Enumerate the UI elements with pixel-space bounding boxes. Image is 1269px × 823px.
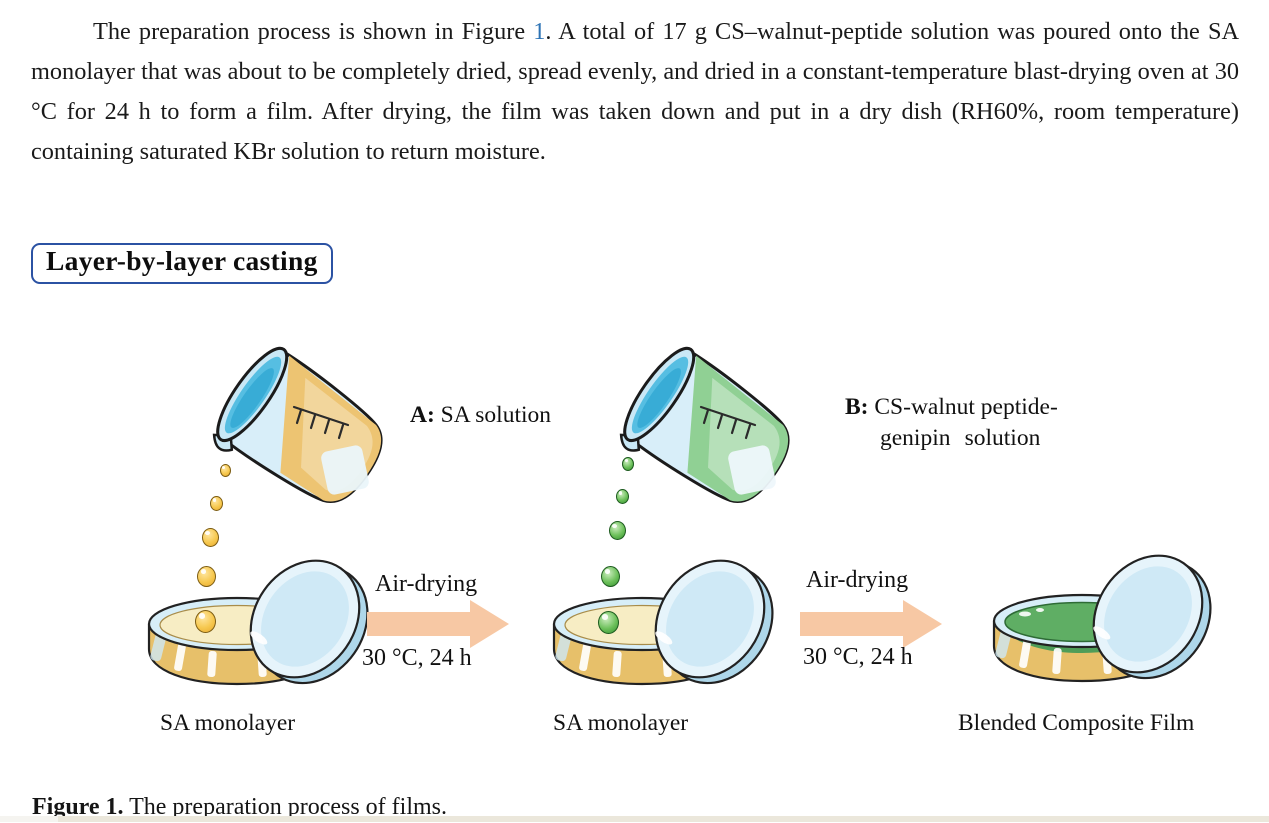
beaker-a-illustration [212, 346, 383, 503]
petri-dish-1-lid [249, 559, 369, 685]
figure-caption-text: The preparation process of films. [123, 794, 448, 820]
paragraph-text-before-link: The preparation process is shown in Figu… [93, 18, 534, 45]
process-arrow-1 [367, 600, 509, 648]
beaker-b-label-line2: genipin solution [880, 425, 1041, 451]
page-edge-strip [58, 816, 1269, 822]
green-drop [609, 521, 626, 540]
beaker-b-label-line1: B: CS-walnut peptide- [845, 394, 1058, 420]
figure-1-link[interactable]: 1 [533, 18, 546, 45]
beaker-a-graduations [292, 405, 350, 440]
arrow-2-top-label: Air-drying [806, 567, 909, 593]
yellow-drop [202, 528, 219, 547]
petri-dish-1-illustration [147, 559, 369, 686]
green-drop [622, 457, 634, 471]
figure-panel-title-box: Layer-by-layer casting [31, 243, 333, 284]
petri-dish-3-illustration [992, 554, 1212, 683]
arrow-1-top-label: Air-drying [375, 571, 478, 597]
petri-dish-3-lid [1092, 554, 1212, 680]
figure-caption-label: Figure 1. [32, 794, 124, 820]
yellow-drop [197, 566, 216, 587]
stage-caption-3: Blended Composite Film [958, 710, 1195, 736]
yellow-drop [195, 610, 216, 633]
beaker-a-label: A: SA solution [410, 402, 552, 428]
stage-caption-2: SA monolayer [553, 710, 689, 736]
beaker-b-illustration [619, 346, 790, 503]
figure-caption: Figure 1. The preparation process of fil… [32, 794, 447, 821]
petri-dish-2-illustration [552, 559, 774, 686]
beaker-b-label: B: CS-walnut peptide- genipin solution [845, 392, 1058, 454]
stage-caption-1: SA monolayer [160, 710, 296, 736]
green-drop [616, 489, 629, 504]
paragraph-text-after-link: . A total of 17 g CS–walnut-peptide solu… [31, 18, 1239, 165]
beaker-a-label-sticker [321, 445, 369, 495]
arrow-1-bottom-label: 30 °C, 24 h [362, 645, 472, 671]
green-drop [601, 566, 620, 587]
green-drop [598, 611, 619, 634]
yellow-drop [210, 496, 223, 511]
beaker-b-label-sticker [728, 445, 776, 495]
page-edge-strip-left [0, 816, 58, 822]
yellow-drop [220, 464, 231, 477]
arrow-2-bottom-label: 30 °C, 24 h [803, 644, 913, 670]
body-paragraph: The preparation process is shown in Figu… [31, 0, 1239, 172]
beaker-b-graduations [699, 405, 757, 440]
figure-panel-title: Layer-by-layer casting [46, 245, 318, 276]
petri-dish-2-lid [654, 559, 774, 685]
process-arrow-2 [800, 600, 942, 648]
